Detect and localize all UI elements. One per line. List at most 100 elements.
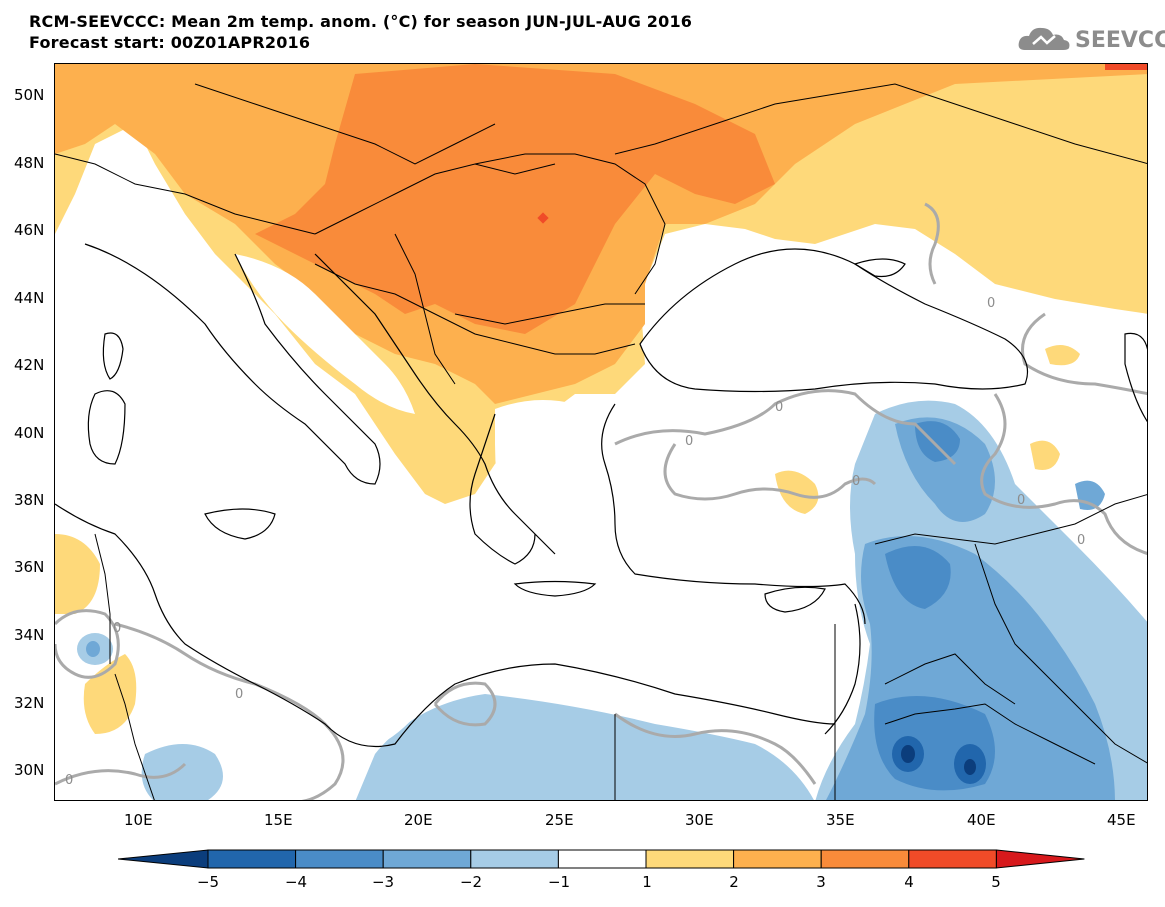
coastlines	[55, 243, 1147, 748]
colorbar-label: 2	[729, 873, 739, 891]
colorbar-label: 4	[904, 873, 914, 891]
border-ukraine	[614, 83, 1147, 164]
chart-title: RCM-SEEVCCC: Mean 2m temp. anom. (°C) fo…	[29, 12, 693, 31]
contour-label: 0	[235, 687, 243, 702]
colorbar-segment	[908, 849, 997, 869]
coast-sardinia	[87, 390, 126, 465]
colorbar-segment	[470, 849, 559, 869]
lat-tick-label: 42N	[14, 356, 45, 374]
colorbar-segment	[382, 849, 472, 869]
cool-anomaly-area-7	[915, 421, 960, 462]
warm-anomaly-peak-ne	[1105, 64, 1147, 70]
warm-patch-algeria	[55, 534, 100, 614]
colorbar-label: −2	[459, 873, 483, 891]
coast-cyprus	[764, 586, 826, 613]
coast-azov	[853, 258, 906, 278]
forecast-start-subtitle: Forecast start: 00Z01APR2016	[29, 33, 311, 52]
border-alps	[55, 153, 316, 235]
contour-label: 0	[65, 773, 73, 788]
lon-tick-label: 35E	[826, 811, 855, 829]
anomaly-map: 0 0 0 0 0 0 0 0 0	[55, 64, 1147, 800]
country-borders	[55, 83, 1147, 800]
border-algeria-tunisia	[94, 533, 111, 664]
aegean-sea	[495, 400, 615, 564]
colorbar-arrow-low	[118, 849, 209, 869]
contour-label: 0	[685, 434, 693, 449]
contour-label: 0	[987, 296, 995, 311]
cool-anomaly-area-5	[885, 546, 951, 609]
coast-crete	[513, 580, 597, 597]
lon-tick-label: 30E	[685, 811, 714, 829]
lat-tick-label: 50N	[14, 86, 45, 104]
colorbar-label: −1	[547, 873, 571, 891]
cool-anomaly-caucasus	[1075, 480, 1105, 510]
cool-anomaly-peak-4	[964, 759, 976, 775]
lat-tick-label: 34N	[14, 626, 45, 644]
lat-tick-label: 38N	[14, 491, 45, 509]
lon-tick-label: 25E	[545, 811, 574, 829]
caspian-sea	[1125, 333, 1147, 421]
border-tunisia-libya	[114, 673, 155, 800]
seevccc-logo: SEEVCCC	[1017, 22, 1165, 56]
lat-tick-label: 36N	[14, 558, 45, 576]
coast-italy	[84, 243, 381, 485]
cool-anomaly-peak-3	[901, 745, 915, 763]
colorbar-label: 3	[816, 873, 826, 891]
zero-contour-caucasus	[980, 393, 1147, 555]
colorbar-arrow-high	[995, 849, 1085, 869]
border-jordan	[884, 653, 1016, 705]
cloud-logo-icon	[1018, 27, 1070, 50]
lon-tick-label: 45E	[1107, 811, 1136, 829]
lat-tick-label: 46N	[14, 221, 45, 239]
lon-tick-label: 10E	[124, 811, 153, 829]
cool-anomaly-libya	[141, 744, 223, 800]
coast-levant	[824, 603, 861, 735]
lon-tick-label: 40E	[967, 811, 996, 829]
colorbar-label: 5	[991, 873, 1001, 891]
colorbar-label: −4	[284, 873, 308, 891]
cool-anomaly-tunisia-core	[86, 641, 100, 657]
border-balkans	[314, 263, 636, 355]
lat-tick-label: 44N	[14, 289, 45, 307]
coast-greece	[469, 413, 536, 565]
coast-corsica	[102, 332, 124, 380]
contour-labels: 0 0 0 0 0 0 0 0 0	[65, 296, 1085, 788]
warm-patch-north-africa	[83, 654, 137, 734]
lat-tick-label: 48N	[14, 154, 45, 172]
colorbar-segment	[557, 849, 647, 869]
zero-contour-south	[55, 762, 187, 786]
coast-north-africa	[55, 503, 836, 748]
contour-label: 0	[1077, 533, 1085, 548]
border-turkey-east	[874, 494, 1147, 545]
zero-contour-africa	[114, 622, 345, 800]
warm-anomaly-area-3	[255, 64, 775, 334]
logo-text: SEEVCCC	[1075, 28, 1165, 53]
lon-tick-label: 15E	[264, 811, 293, 829]
colorbar-segment	[207, 849, 297, 869]
zero-contour-libya	[433, 681, 497, 727]
coast-sicily	[204, 508, 276, 540]
border-hungary	[314, 163, 556, 235]
zero-contour-levant	[1021, 312, 1147, 396]
contour-label: 0	[775, 400, 783, 415]
warm-patch-caucasus	[1030, 440, 1060, 470]
warm-anomaly-peak	[537, 212, 549, 224]
coast-balkans	[314, 253, 556, 555]
map-panel: 0 0 0 0 0 0 0 0 0	[54, 63, 1148, 801]
black-sea	[640, 249, 1028, 392]
coast-anatolia	[601, 403, 866, 625]
warm-patch-crimea-east	[955, 154, 1147, 304]
colorbar-segment	[295, 849, 384, 869]
cool-anomaly-area-2	[355, 694, 814, 800]
contour-label: 0	[1017, 493, 1025, 508]
lat-tick-label: 30N	[14, 761, 45, 779]
warm-patch-turkey	[775, 470, 819, 514]
lat-tick-label: 32N	[14, 694, 45, 712]
warm-patch-georgia	[1045, 345, 1080, 366]
colorbar-segment	[820, 849, 910, 869]
border-bulgaria	[454, 303, 645, 325]
coast-caspian	[1124, 332, 1147, 423]
colorbar-label: −3	[371, 873, 395, 891]
zero-contour-anatolia	[614, 389, 957, 466]
zero-contour-egypt	[614, 712, 817, 785]
